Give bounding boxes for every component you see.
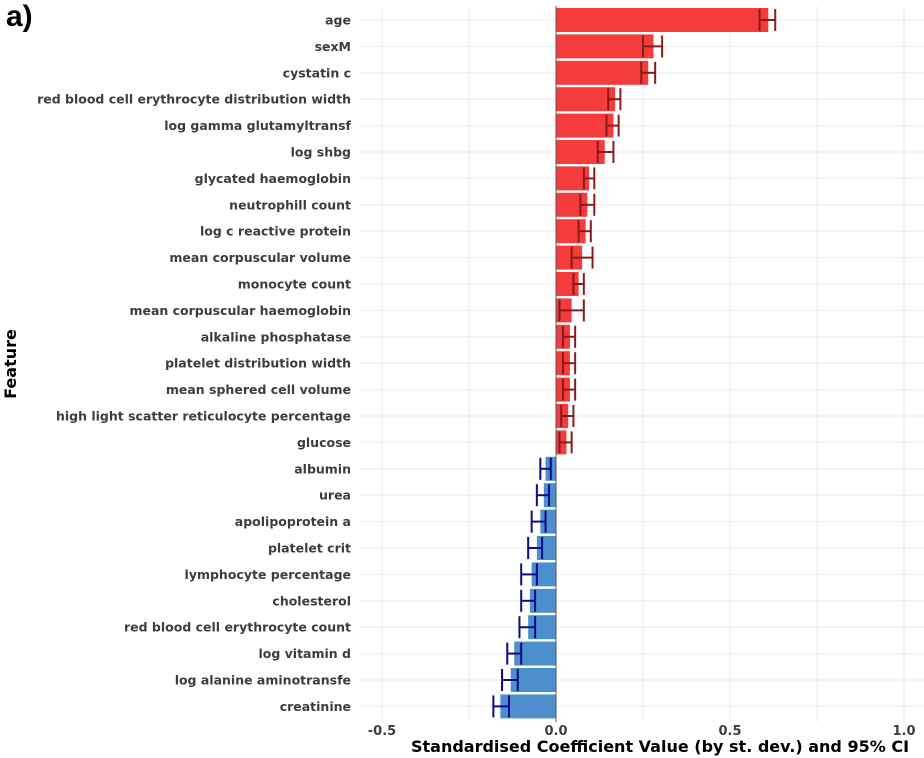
error-bar (560, 405, 575, 427)
error-bar (570, 246, 594, 269)
error-bar (558, 299, 585, 322)
bar (556, 60, 649, 85)
x-tick-label: 0.5 (718, 724, 741, 739)
y-tick-label: red blood cell erythrocyte count (124, 620, 351, 635)
y-tick-label: glucose (297, 435, 351, 450)
error-bars (492, 9, 777, 718)
y-tick-label: high light scatter reticulocyte percenta… (56, 409, 351, 424)
y-tick-label: mean corpuscular volume (169, 250, 351, 265)
y-tick-label: log c reactive protein (200, 224, 351, 239)
y-tick-label: neutrophill count (229, 197, 351, 212)
error-bar (561, 325, 577, 348)
y-tick-label: glycated haemoglobin (195, 171, 351, 186)
x-tick-label: 0.0 (544, 724, 567, 739)
error-bar (758, 9, 777, 31)
y-tick-label: alkaline phosphatase (201, 329, 351, 344)
error-bar (579, 193, 596, 216)
error-bar (506, 642, 523, 665)
bar (556, 8, 769, 32)
bar (556, 87, 616, 112)
error-bar (605, 114, 620, 137)
error-bar (520, 589, 537, 612)
y-tick-label: lymphocyte percentage (185, 567, 351, 582)
error-bar (520, 563, 538, 586)
y-tick-label: cholesterol (272, 593, 351, 608)
bar (540, 509, 556, 534)
x-axis-title: Standardised Coefficient Value (by st. d… (411, 737, 909, 756)
x-tick-labels: -0.5 0.0 0.5 1.0 (368, 724, 916, 739)
bar (556, 113, 614, 138)
y-axis-title: Feature (1, 329, 20, 399)
y-tick-label: mean corpuscular haemoglobin (129, 303, 351, 318)
y-tick-label: log shbg (291, 145, 351, 160)
error-bar (518, 616, 537, 639)
error-bar (539, 457, 552, 480)
y-tick-label: creatinine (280, 699, 351, 714)
error-bar (642, 35, 664, 58)
y-tick-label: platelet crit (268, 541, 351, 556)
error-bar (558, 431, 573, 454)
x-tick-label: 1.0 (892, 724, 915, 739)
error-bar (577, 220, 592, 243)
error-bar (527, 537, 544, 559)
error-bar (572, 273, 585, 295)
x-tick-label: -0.5 (368, 724, 396, 739)
bar (556, 34, 654, 59)
y-tick-label: mean sphered cell volume (166, 382, 351, 397)
bar (556, 140, 605, 164)
y-tick-label: monocyte count (238, 277, 351, 292)
y-tick-label: log vitamin d (258, 646, 351, 661)
error-bar (561, 352, 577, 375)
y-tick-label: cystatin c (283, 65, 351, 80)
y-tick-label: log alanine aminotransfe (175, 673, 351, 688)
error-bar (535, 484, 551, 507)
y-tick-label: sexM (315, 39, 351, 54)
error-bar (607, 88, 622, 111)
grid (360, 6, 924, 722)
y-tick-label: urea (319, 488, 351, 503)
y-tick-label: apolipoprotein a (235, 514, 351, 529)
error-bar (492, 695, 511, 718)
y-tick-label: albumin (294, 461, 351, 476)
error-bar (596, 141, 615, 163)
error-bar (530, 510, 547, 533)
y-tick-labels: age sexM cystatin c red blood cell erythroc… (37, 13, 351, 714)
error-bar (582, 167, 596, 190)
error-bar (501, 669, 519, 691)
y-tick-label: age (325, 13, 351, 28)
panel-label: a) (6, 0, 33, 33)
y-tick-label: log gamma glutamyltransf (164, 118, 351, 133)
y-tick-label: red blood cell erythrocyte distribution … (37, 92, 351, 107)
error-bar (561, 378, 577, 401)
error-bar (640, 61, 657, 84)
y-tick-label: platelet distribution width (165, 356, 351, 371)
